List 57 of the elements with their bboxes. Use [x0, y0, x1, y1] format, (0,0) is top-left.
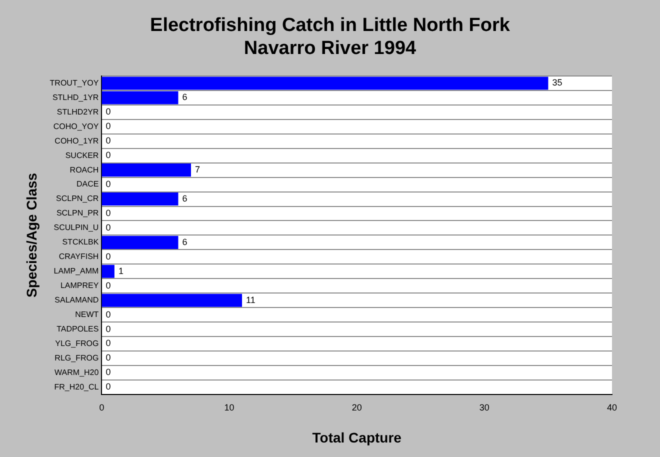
data-label: 0: [106, 382, 111, 392]
y-tick-label: ROACH: [70, 165, 99, 174]
data-label: 1: [118, 266, 124, 276]
chart-title: Electrofishing Catch in Little North Fork Navarro River 1994: [149, 14, 511, 61]
y-tick-label: DACE: [76, 180, 99, 189]
data-label: 0: [106, 222, 111, 232]
y-tick-label: WARM_H20: [54, 368, 100, 377]
x-tick-label: 20: [352, 402, 362, 412]
y-tick-label: SUCKER: [65, 150, 99, 160]
bar: [102, 164, 191, 177]
y-tick-label: STLHD_1YR: [52, 92, 99, 102]
data-label: 0: [106, 179, 111, 190]
data-label: 11: [246, 294, 256, 305]
y-tick-label: LAMPREY: [60, 281, 100, 290]
bar: [102, 294, 242, 307]
y-tick-label: SCULPIN_U: [54, 223, 99, 232]
y-tick-label: CRAYFISH: [58, 252, 99, 262]
y-tick-label: FR_H20_CL: [54, 382, 100, 392]
y-tick-label: TADPOLES: [56, 324, 99, 334]
bar: [102, 264, 114, 278]
data-label: 6: [182, 92, 188, 102]
data-label: 0: [106, 106, 111, 117]
y-tick-label: COHO_1YR: [54, 136, 99, 146]
data-label: 0: [106, 352, 111, 363]
x-tick-label: 0: [99, 402, 104, 412]
y-tick-label: TROUT_YOY: [50, 78, 100, 88]
data-label: 0: [106, 136, 111, 146]
y-tick-label: RLG_FROG: [54, 353, 99, 362]
x-tick-label: 10: [224, 402, 234, 412]
bar: [102, 236, 178, 249]
data-label: 0: [106, 338, 111, 348]
data-label: 6: [182, 194, 188, 204]
x-tick-label: 30: [479, 402, 490, 412]
y-tick-label: LAMP_AMM: [54, 266, 100, 276]
data-label: 0: [106, 208, 111, 218]
data-label: 0: [106, 251, 111, 262]
y-tick-label: SCLPN_PR: [56, 208, 99, 218]
y-tick-label: SALAMAND: [54, 296, 99, 305]
y-tick-label: SCLPN_CR: [56, 194, 99, 204]
data-label: 0: [106, 367, 111, 378]
bar: [102, 192, 178, 206]
y-tick-label: STLHD2YR: [56, 107, 99, 116]
x-tick-label: 40: [606, 402, 618, 412]
y-tick-label: COHO_YOY: [53, 122, 100, 131]
data-label: 0: [106, 121, 111, 132]
data-label: 35: [552, 78, 562, 88]
y-tick-label: YLG_FROG: [55, 338, 99, 348]
y-tick-label: STCKLBK: [62, 238, 100, 247]
data-label: 0: [106, 324, 111, 334]
x-axis-title: Total Capture: [312, 429, 402, 446]
y-tick-label: NEWT: [75, 310, 99, 320]
data-label: 0: [106, 309, 111, 320]
data-label: 0: [106, 150, 111, 160]
data-label: 0: [106, 280, 111, 290]
y-axis-title: Species/Age Class: [23, 172, 40, 298]
data-label: 6: [182, 236, 188, 247]
data-label: 7: [195, 164, 200, 175]
